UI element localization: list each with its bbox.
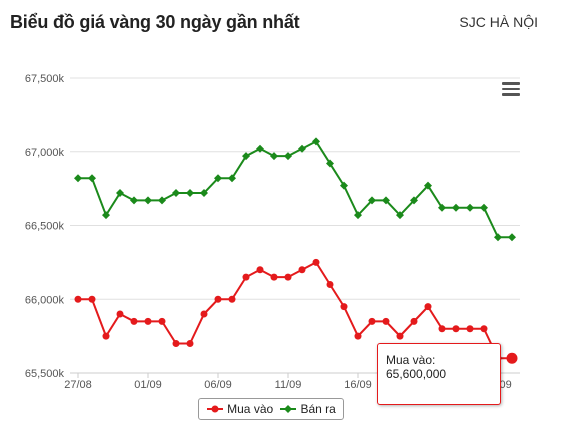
data-point-buy [354, 332, 362, 340]
data-point-buy [340, 303, 348, 311]
legend-item-buy[interactable]: Mua vào [206, 402, 273, 416]
data-point-sell [200, 189, 208, 198]
x-tick-label: 01/09 [134, 379, 162, 391]
data-point-buy [382, 317, 390, 325]
data-point-buy [74, 295, 82, 303]
data-point-sell [438, 203, 446, 212]
x-tick-label: 06/09 [204, 379, 232, 391]
data-point-sell [326, 159, 334, 168]
data-point-sell [368, 196, 376, 205]
data-point-sell [410, 196, 418, 205]
data-point-buy [116, 310, 124, 318]
data-point-buy [396, 332, 404, 340]
data-point-buy [172, 340, 180, 347]
x-tick-label: 27/08 [64, 379, 92, 391]
data-point-buy [438, 325, 446, 333]
data-point-buy [410, 317, 418, 325]
data-point-buy [102, 332, 110, 340]
data-point-buy [452, 325, 460, 333]
data-point-buy [424, 303, 432, 311]
data-point-sell [102, 211, 110, 220]
data-point-sell [396, 211, 404, 220]
data-point-sell [88, 174, 96, 183]
data-point-sell [298, 144, 306, 153]
data-point-sell [424, 181, 432, 190]
data-point-sell [74, 174, 82, 183]
legend-label-buy: Mua vào [227, 402, 274, 416]
data-point-sell [172, 189, 180, 198]
data-point-sell [340, 181, 348, 190]
data-point-buy [144, 317, 152, 325]
data-point-buy [326, 281, 334, 288]
data-point-buy [480, 325, 488, 333]
series-line-sell [78, 140, 512, 239]
chart-title: Biểu đồ giá vàng 30 ngày gần nhất [10, 12, 300, 32]
data-point-sell [480, 203, 488, 212]
data-point-sell [312, 137, 320, 146]
location-label: SJC HÀ NỘI [459, 14, 538, 30]
data-point-sell [508, 233, 516, 242]
data-point-sell [466, 203, 474, 212]
y-tick-label: 67,000k [25, 147, 65, 159]
data-point-sell [130, 196, 138, 205]
data-point-buy [242, 273, 250, 281]
hovered-point [506, 352, 518, 364]
data-point-sell [354, 211, 362, 220]
data-point-buy [228, 295, 236, 303]
data-point-buy [88, 295, 96, 303]
data-point-sell [284, 152, 292, 161]
data-point-sell [382, 196, 390, 205]
data-point-sell [158, 196, 166, 205]
data-point-sell [494, 233, 502, 242]
data-point-buy [256, 266, 264, 274]
data-point-sell [270, 152, 278, 161]
data-point-buy [298, 266, 306, 274]
data-point-sell [452, 203, 460, 212]
data-point-sell [116, 189, 124, 198]
y-tick-label: 67,500k [25, 73, 65, 85]
y-tick-label: 65,500k [25, 368, 65, 380]
data-point-sell [214, 174, 222, 183]
chart-legend: Mua vào Bán ra [198, 398, 344, 420]
data-point-buy [466, 325, 474, 333]
tooltip: Mua vào: 65,600,000 [377, 343, 501, 405]
data-point-sell [228, 174, 236, 183]
y-tick-label: 66,500k [25, 221, 65, 233]
data-point-buy [186, 340, 194, 347]
data-point-sell [144, 196, 152, 205]
data-point-buy [312, 258, 320, 266]
data-point-buy [130, 317, 138, 325]
legend-item-sell[interactable]: Bán ra [279, 402, 336, 416]
data-point-buy [270, 273, 278, 281]
data-point-buy [284, 273, 292, 281]
tooltip-text: Mua vào: 65,600,000 [386, 353, 447, 381]
data-point-sell [186, 189, 194, 198]
data-point-buy [158, 317, 166, 325]
data-point-buy [200, 310, 208, 318]
data-point-sell [256, 144, 264, 153]
menu-icon[interactable] [502, 82, 520, 96]
data-point-buy [368, 317, 376, 325]
x-tick-label: 16/09 [344, 379, 372, 391]
x-tick-label: 11/09 [275, 379, 302, 391]
y-tick-label: 66,000k [25, 294, 65, 306]
data-point-buy [214, 295, 222, 303]
data-point-sell [242, 152, 250, 161]
legend-label-sell: Bán ra [300, 402, 336, 416]
